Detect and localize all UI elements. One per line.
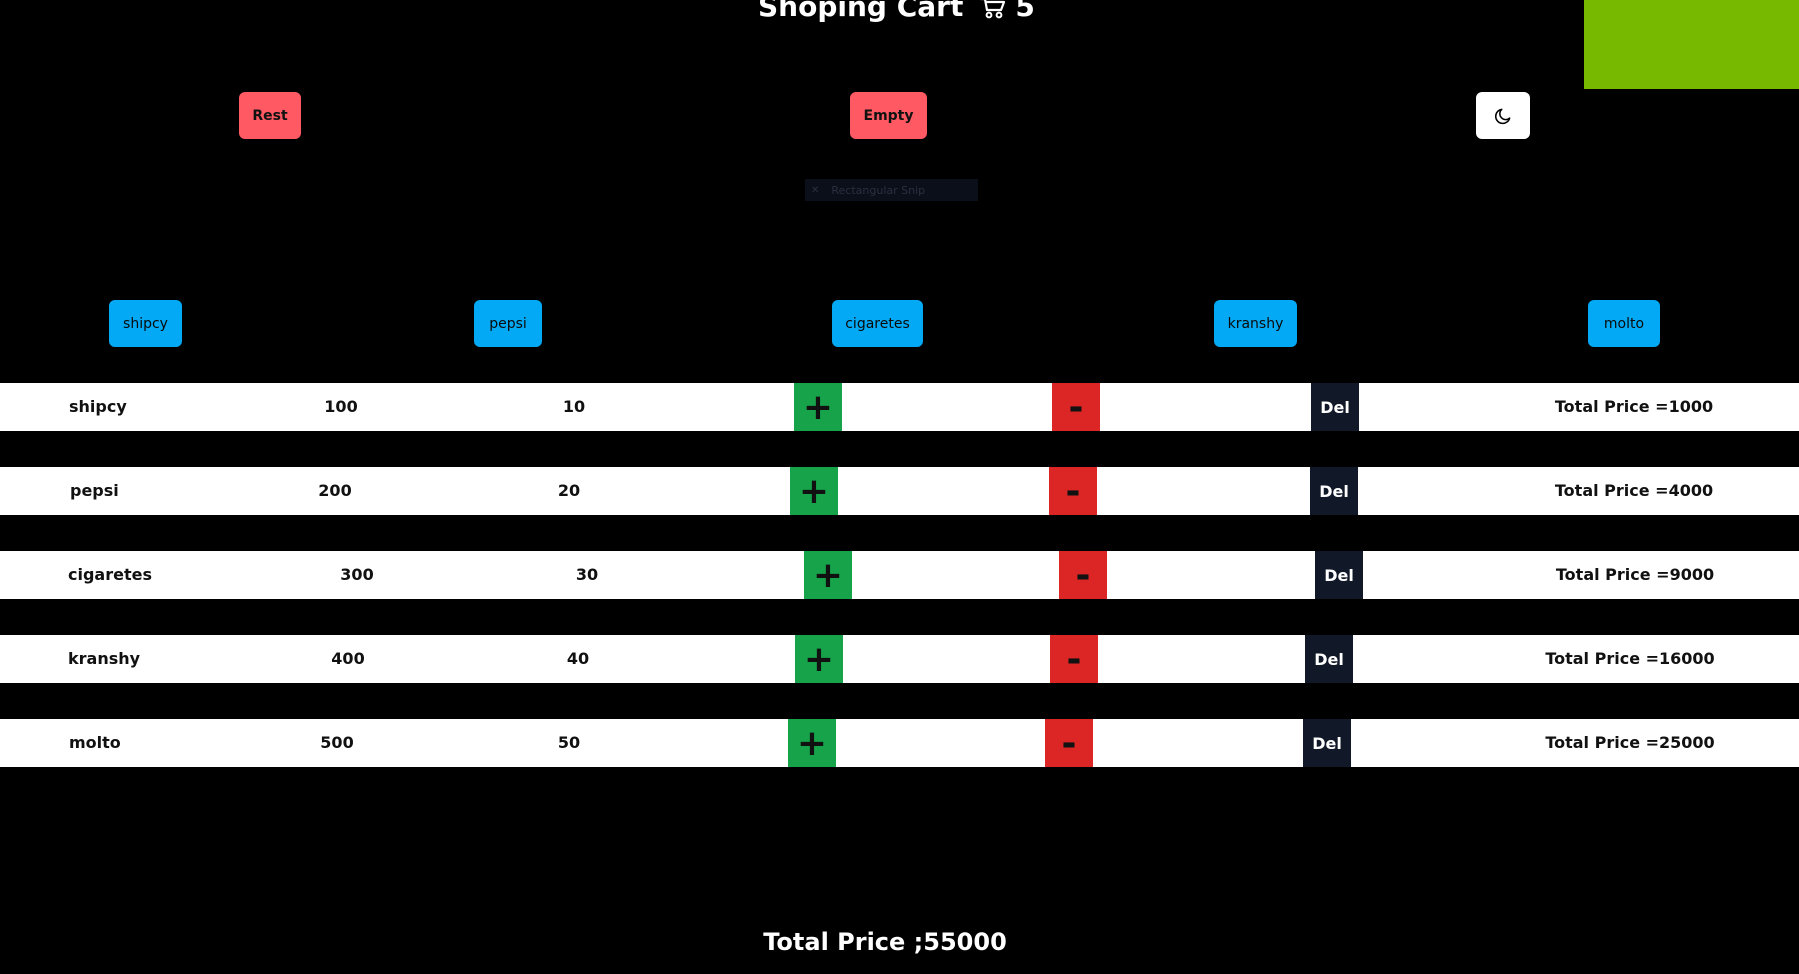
- cart-row: molto 500 50 + - Del Total Price =25000: [0, 719, 1799, 767]
- green-corner-block: [1584, 0, 1799, 89]
- decrement-button[interactable]: -: [1049, 467, 1097, 515]
- row-total-price: Total Price =4000: [1554, 481, 1714, 500]
- cart-item-quantity: 30: [575, 565, 599, 584]
- page-title: Shoping Cart 5: [758, 0, 1035, 26]
- cart-item-price: 300: [340, 565, 374, 584]
- cart-item-price: 500: [320, 733, 354, 752]
- page-title-text: Shoping Cart: [758, 0, 964, 23]
- close-icon: ✕: [811, 184, 820, 196]
- cart-count: 5: [1015, 0, 1035, 23]
- decrement-button[interactable]: -: [1045, 719, 1093, 767]
- cart-row: kranshy 400 40 + - Del Total Price =1600…: [0, 635, 1799, 683]
- cart-icon: [979, 0, 1007, 19]
- increment-button[interactable]: +: [790, 467, 838, 515]
- product-button-cigaretes[interactable]: cigaretes: [832, 300, 923, 347]
- delete-button[interactable]: Del: [1303, 719, 1351, 767]
- decrement-button[interactable]: -: [1052, 383, 1100, 431]
- cart-item-name: kranshy: [68, 649, 141, 668]
- rest-button[interactable]: Rest: [239, 92, 301, 139]
- decrement-button[interactable]: -: [1050, 635, 1098, 683]
- cart-item-quantity: 10: [562, 397, 586, 416]
- row-total-price: Total Price =25000: [1545, 733, 1715, 752]
- increment-button[interactable]: +: [794, 383, 842, 431]
- delete-button[interactable]: Del: [1305, 635, 1353, 683]
- row-total-price: Total Price =16000: [1545, 649, 1715, 668]
- moon-icon: [1493, 106, 1513, 126]
- cart-item-quantity: 50: [557, 733, 581, 752]
- product-button-kranshy[interactable]: kranshy: [1214, 300, 1297, 347]
- cart-item-name: pepsi: [70, 481, 119, 500]
- product-button-shipcy[interactable]: shipcy: [109, 300, 182, 347]
- cart-item-quantity: 20: [557, 481, 581, 500]
- delete-button[interactable]: Del: [1315, 551, 1363, 599]
- snip-label: Rectangular Snip: [831, 183, 926, 197]
- cart-item-name: cigaretes: [68, 565, 152, 584]
- cart-item-quantity: 40: [566, 649, 590, 668]
- cart-item-price: 100: [324, 397, 358, 416]
- increment-button[interactable]: +: [804, 551, 852, 599]
- empty-button[interactable]: Empty: [850, 92, 927, 139]
- cart-item-name: shipcy: [69, 397, 127, 416]
- row-total-price: Total Price =1000: [1554, 397, 1714, 416]
- cart-row: pepsi 200 20 + - Del Total Price =4000: [0, 467, 1799, 515]
- cart-item-name: molto: [69, 733, 121, 752]
- cart-item-price: 200: [318, 481, 352, 500]
- product-button-pepsi[interactable]: pepsi: [474, 300, 542, 347]
- cart-item-price: 400: [331, 649, 365, 668]
- rectangular-snip-overlay: ✕ Rectangular Snip: [805, 179, 978, 201]
- row-total-price: Total Price =9000: [1555, 565, 1715, 584]
- delete-button[interactable]: Del: [1311, 383, 1359, 431]
- cart-row: cigaretes 300 30 + - Del Total Price =90…: [0, 551, 1799, 599]
- grand-total: Total Price ;55000: [763, 928, 1007, 956]
- delete-button[interactable]: Del: [1310, 467, 1358, 515]
- decrement-button[interactable]: -: [1059, 551, 1107, 599]
- cart-row: shipcy 100 10 + - Del Total Price =1000: [0, 383, 1799, 431]
- increment-button[interactable]: +: [788, 719, 836, 767]
- increment-button[interactable]: +: [795, 635, 843, 683]
- product-button-molto[interactable]: molto: [1588, 300, 1660, 347]
- theme-toggle-button[interactable]: [1476, 92, 1530, 139]
